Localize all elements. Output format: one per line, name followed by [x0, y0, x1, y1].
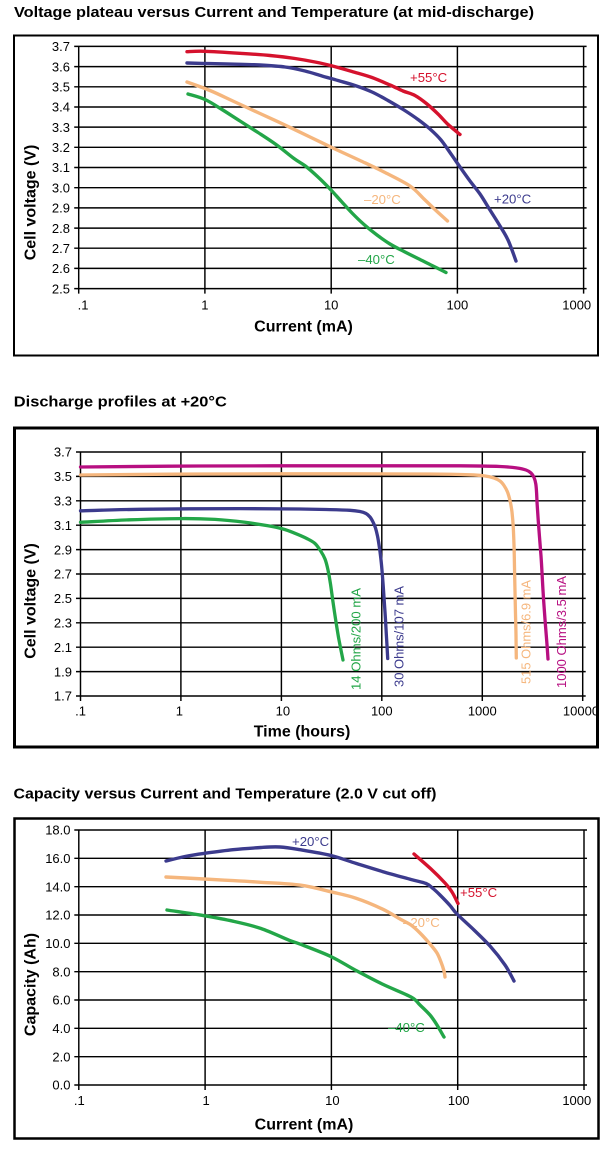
- svg-text:4.0: 4.0: [52, 1021, 70, 1036]
- svg-text:3.1: 3.1: [52, 160, 70, 175]
- svg-text:3.0: 3.0: [52, 180, 70, 195]
- svg-text:2.1: 2.1: [54, 640, 72, 655]
- svg-text:3.3: 3.3: [54, 494, 72, 509]
- svg-text:2.9: 2.9: [52, 201, 70, 216]
- svg-text:1.9: 1.9: [54, 664, 72, 679]
- svg-text:1.7: 1.7: [54, 689, 72, 704]
- svg-text:14 Ohms/200 mA: 14 Ohms/200 mA: [348, 588, 363, 690]
- svg-text:+20°C: +20°C: [292, 834, 330, 849]
- svg-text:Cell voltage (V): Cell voltage (V): [23, 145, 40, 261]
- svg-text:2.5: 2.5: [54, 591, 72, 606]
- svg-text:.1: .1: [74, 1093, 85, 1108]
- svg-text:8.0: 8.0: [52, 964, 70, 979]
- svg-text:1000 Ohms/3.5 mA: 1000 Ohms/3.5 mA: [554, 576, 569, 688]
- svg-text:2.3: 2.3: [54, 616, 72, 631]
- svg-text:2.7: 2.7: [54, 567, 72, 582]
- svg-text:1: 1: [202, 1093, 209, 1108]
- svg-text:+20°C: +20°C: [494, 192, 532, 207]
- svg-text:3.7: 3.7: [54, 445, 72, 460]
- svg-text:515 Ohms/6.9 mA: 515 Ohms/6.9 mA: [519, 580, 534, 684]
- svg-text:10: 10: [325, 1093, 339, 1108]
- svg-text:+55°C: +55°C: [410, 70, 448, 85]
- svg-text:Voltage plateau versus Current: Voltage plateau versus Current and Tempe…: [14, 5, 534, 21]
- svg-text:–40°C: –40°C: [388, 1020, 425, 1035]
- svg-text:Discharge profiles at +20°C: Discharge profiles at +20°C: [14, 395, 228, 411]
- svg-text:10: 10: [324, 298, 338, 313]
- svg-text:10000: 10000: [563, 704, 599, 719]
- svg-text:3.5: 3.5: [52, 80, 70, 95]
- svg-text:14.0: 14.0: [45, 879, 70, 894]
- svg-text:2.0: 2.0: [52, 1049, 70, 1064]
- svg-text:12.0: 12.0: [45, 908, 70, 923]
- svg-text:.1: .1: [78, 298, 89, 313]
- svg-text:2.8: 2.8: [52, 221, 70, 236]
- svg-text:–20°C: –20°C: [364, 192, 401, 207]
- svg-text:3.5: 3.5: [54, 469, 72, 484]
- svg-text:16.0: 16.0: [45, 851, 70, 866]
- svg-text:–40°C: –40°C: [358, 252, 395, 267]
- svg-text:–20°C: –20°C: [403, 915, 440, 930]
- svg-text:2.6: 2.6: [52, 261, 70, 276]
- svg-text:30 Ohms/107 mA: 30 Ohms/107 mA: [392, 586, 407, 687]
- svg-text:10: 10: [276, 704, 290, 719]
- svg-text:Current (mA): Current (mA): [254, 319, 353, 336]
- svg-text:1: 1: [176, 704, 183, 719]
- svg-text:+55°C: +55°C: [460, 885, 498, 900]
- svg-text:10.0: 10.0: [45, 936, 70, 951]
- svg-text:0.0: 0.0: [52, 1078, 70, 1093]
- svg-text:1: 1: [201, 298, 208, 313]
- svg-text:3.6: 3.6: [52, 59, 70, 74]
- svg-text:2.5: 2.5: [52, 281, 70, 296]
- svg-text:3.1: 3.1: [54, 518, 72, 533]
- svg-text:1000: 1000: [562, 298, 591, 313]
- svg-text:.1: .1: [75, 704, 86, 719]
- svg-text:100: 100: [447, 298, 469, 313]
- svg-text:Capacity (Ah): Capacity (Ah): [23, 933, 40, 1036]
- svg-text:Cell voltage (V): Cell voltage (V): [23, 543, 40, 659]
- svg-text:100: 100: [371, 704, 393, 719]
- svg-text:100: 100: [448, 1093, 470, 1108]
- svg-text:6.0: 6.0: [52, 993, 70, 1008]
- svg-text:3.4: 3.4: [52, 100, 70, 115]
- svg-text:Time (hours): Time (hours): [254, 724, 351, 741]
- svg-text:Current (mA): Current (mA): [255, 1117, 354, 1134]
- svg-text:2.9: 2.9: [54, 542, 72, 557]
- svg-text:3.7: 3.7: [52, 39, 70, 54]
- svg-text:1000: 1000: [562, 1093, 591, 1108]
- svg-text:1000: 1000: [468, 704, 497, 719]
- svg-text:18.0: 18.0: [45, 823, 70, 838]
- svg-text:3.2: 3.2: [52, 140, 70, 155]
- svg-text:3.3: 3.3: [52, 120, 70, 135]
- svg-text:Capacity versus Current and Te: Capacity versus Current and Temperature …: [14, 786, 437, 802]
- svg-text:2.7: 2.7: [52, 241, 70, 256]
